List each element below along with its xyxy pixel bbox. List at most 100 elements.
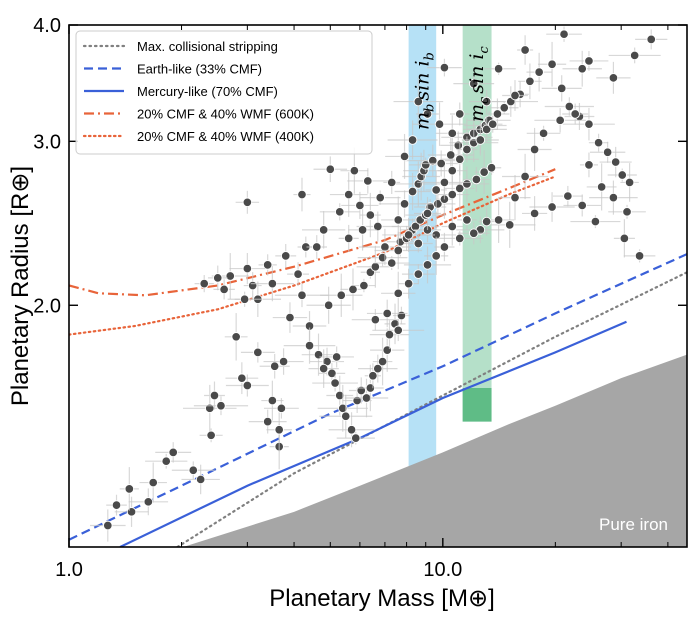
data-point-marker xyxy=(280,251,291,261)
data-point-marker xyxy=(148,477,158,488)
pure-iron-label: Pure iron xyxy=(599,515,668,534)
data-point-marker xyxy=(413,238,424,249)
data-point xyxy=(537,41,567,87)
data-point-marker xyxy=(382,345,392,355)
data-point xyxy=(425,171,447,209)
data-point xyxy=(258,254,277,276)
data-point xyxy=(562,103,589,125)
data-point-marker xyxy=(343,189,354,200)
data-point xyxy=(569,51,609,71)
data-point-marker xyxy=(330,378,340,388)
data-point-marker xyxy=(399,199,410,209)
data-point xyxy=(139,462,167,503)
data-point xyxy=(145,453,188,469)
mass-band-c-overlap xyxy=(462,387,492,422)
data-point-marker xyxy=(351,433,361,443)
data-point-marker xyxy=(407,186,418,197)
data-point-marker xyxy=(253,347,263,358)
data-point-marker xyxy=(341,411,351,421)
data-point xyxy=(608,204,646,219)
data-point-marker xyxy=(343,233,354,244)
data-point-marker xyxy=(619,233,630,244)
data-point-marker xyxy=(439,62,450,73)
data-point-marker xyxy=(276,403,287,414)
data-point xyxy=(344,378,389,418)
data-point-marker xyxy=(377,356,388,367)
data-point-marker xyxy=(359,280,369,291)
data-point xyxy=(259,353,290,379)
data-point-marker xyxy=(126,507,137,517)
legend-label: Max. collisional stripping xyxy=(137,39,278,54)
data-point xyxy=(403,234,433,253)
data-point-marker xyxy=(293,269,303,279)
data-point xyxy=(313,156,348,183)
data-point xyxy=(453,75,495,92)
data-point xyxy=(297,236,315,258)
data-point-marker xyxy=(475,135,486,145)
data-point-marker xyxy=(262,416,273,427)
data-point-marker xyxy=(646,34,656,45)
data-point xyxy=(358,228,412,266)
data-point-marker xyxy=(584,119,594,129)
data-point xyxy=(341,191,379,220)
legend-label: Mercury-like (70% CMF) xyxy=(137,84,278,99)
data-point xyxy=(393,77,444,126)
data-point-marker xyxy=(375,192,385,203)
data-point-marker xyxy=(242,197,253,208)
data-point-marker xyxy=(469,78,479,89)
data-point-marker xyxy=(596,182,607,192)
data-point xyxy=(319,203,360,221)
data-point xyxy=(302,211,346,249)
data-point xyxy=(358,354,398,383)
curve-earth-like xyxy=(69,253,687,541)
data-point-marker xyxy=(239,294,250,304)
data-point-marker xyxy=(499,102,510,113)
legend-label: 20% CMF & 40% WMF (600K) xyxy=(137,107,314,122)
data-point-marker xyxy=(431,251,441,261)
data-point xyxy=(319,394,373,438)
data-point xyxy=(373,256,410,271)
data-point xyxy=(449,102,470,126)
data-point-marker xyxy=(469,228,479,238)
data-point xyxy=(329,172,368,217)
data-point-marker xyxy=(124,484,135,494)
data-point-marker xyxy=(529,208,540,219)
data-point-marker xyxy=(407,135,418,145)
data-point-marker xyxy=(520,45,530,55)
data-point xyxy=(521,196,548,231)
data-point-marker xyxy=(584,56,594,66)
data-point xyxy=(89,509,126,542)
data-point-marker xyxy=(510,192,520,203)
data-point-marker xyxy=(346,425,357,435)
data-point-marker xyxy=(393,288,404,299)
data-point xyxy=(181,464,220,495)
data-point xyxy=(193,396,249,416)
data-point xyxy=(468,90,505,114)
data-point xyxy=(623,249,656,263)
data-point-marker xyxy=(471,174,482,185)
data-point-marker xyxy=(370,314,381,325)
data-point-marker xyxy=(447,189,458,200)
data-point xyxy=(119,467,139,511)
curve-water-400k xyxy=(69,175,557,336)
data-point-marker xyxy=(487,119,498,129)
data-point-marker xyxy=(297,189,307,200)
data-point xyxy=(403,246,452,284)
curve-mercury-like xyxy=(119,320,627,547)
data-point xyxy=(283,327,336,364)
data-point-marker xyxy=(161,456,171,466)
data-point-marker xyxy=(547,202,557,212)
data-point xyxy=(272,302,308,333)
legend-label: Earth-like (33% CMF) xyxy=(137,62,262,77)
data-point xyxy=(517,127,552,172)
data-point xyxy=(526,125,561,141)
data-point-marker xyxy=(386,258,397,268)
data-point xyxy=(457,222,490,245)
data-point-marker xyxy=(336,290,347,301)
data-point-marker xyxy=(577,63,587,74)
data-point xyxy=(461,124,499,156)
data-point-marker xyxy=(384,329,395,340)
data-point xyxy=(293,177,311,212)
data-point xyxy=(318,363,346,384)
